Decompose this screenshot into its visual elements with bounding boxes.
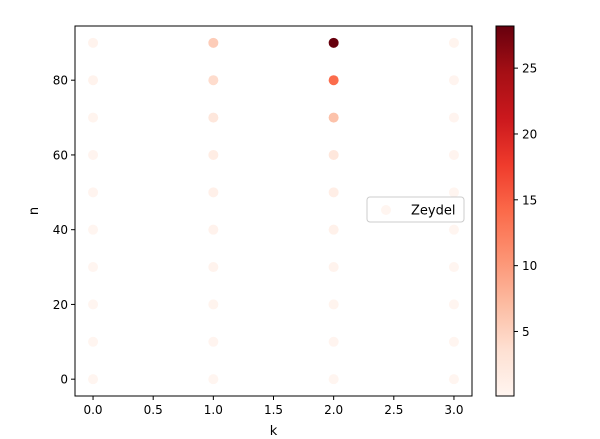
- legend-marker: [381, 205, 391, 215]
- data-point: [208, 262, 219, 273]
- data-point: [328, 75, 339, 86]
- y-tick-label: 40: [53, 223, 68, 237]
- x-tick-label: 0.0: [83, 403, 102, 417]
- data-point: [88, 112, 99, 123]
- data-point: [448, 187, 459, 198]
- data-point: [88, 336, 99, 347]
- data-point: [208, 299, 219, 310]
- data-point: [328, 262, 339, 273]
- data-point: [208, 75, 219, 86]
- data-point: [328, 187, 339, 198]
- data-point: [88, 374, 99, 385]
- data-point: [448, 374, 459, 385]
- data-point: [328, 224, 339, 235]
- scatter-points: [88, 37, 459, 385]
- data-point: [328, 299, 339, 310]
- x-tick-label: 0.5: [144, 403, 163, 417]
- data-point: [88, 224, 99, 235]
- data-point: [448, 262, 459, 273]
- colorbar-gradient: [495, 25, 515, 397]
- data-point: [328, 374, 339, 385]
- data-point: [88, 149, 99, 160]
- colorbar-tick-label: 5: [522, 325, 530, 339]
- x-tick-label: 3.0: [444, 403, 463, 417]
- data-point: [208, 187, 219, 198]
- data-point: [208, 374, 219, 385]
- legend-label: Zeydel: [411, 204, 455, 219]
- colorbar-tick-label: 15: [522, 193, 537, 207]
- data-point: [208, 112, 219, 123]
- data-point: [328, 336, 339, 347]
- data-point: [448, 299, 459, 310]
- data-point: [208, 224, 219, 235]
- colorbar-tick-label: 20: [522, 127, 537, 141]
- x-tick-label: 1.0: [204, 403, 223, 417]
- colorbar: 5 10 15 20 25: [495, 25, 537, 397]
- x-axis-ticks: 0.0 0.5 1.0 1.5 2.0 2.5 3.0: [83, 396, 464, 417]
- data-point: [88, 187, 99, 198]
- y-tick-label: 20: [53, 298, 68, 312]
- data-point: [448, 75, 459, 86]
- data-point: [448, 112, 459, 123]
- x-axis-label: k: [270, 424, 278, 439]
- legend-box: [366, 196, 465, 223]
- data-point: [88, 299, 99, 310]
- data-point: [448, 37, 459, 48]
- legend: Zeydel: [366, 196, 465, 223]
- data-point: [448, 149, 459, 160]
- axes-frame: [74, 25, 473, 397]
- data-point: [88, 262, 99, 273]
- data-point: [328, 37, 339, 48]
- data-point: [328, 149, 339, 160]
- plot-area: 0.0 0.5 1.0 1.5 2.0 2.5 3.0 0 20 40 60 80: [53, 25, 473, 417]
- data-point: [448, 336, 459, 347]
- y-tick-label: 80: [53, 74, 68, 88]
- colorbar-tick-label: 10: [522, 259, 537, 273]
- data-point: [88, 37, 99, 48]
- y-axis-ticks: 0 20 40 60 80: [53, 74, 75, 387]
- x-tick-label: 2.5: [384, 403, 403, 417]
- data-point: [448, 224, 459, 235]
- data-point: [208, 336, 219, 347]
- colorbar-ticks: 5 10 15 20 25: [514, 62, 537, 339]
- colorbar-tick-label: 25: [522, 62, 537, 76]
- y-tick-label: 60: [53, 148, 68, 162]
- y-axis-label: n: [27, 207, 42, 215]
- data-point: [208, 37, 219, 48]
- x-tick-label: 2.0: [324, 403, 343, 417]
- y-tick-label: 0: [60, 373, 68, 387]
- data-point: [328, 112, 339, 123]
- x-tick-label: 1.5: [264, 403, 283, 417]
- data-point: [88, 75, 99, 86]
- data-point: [208, 149, 219, 160]
